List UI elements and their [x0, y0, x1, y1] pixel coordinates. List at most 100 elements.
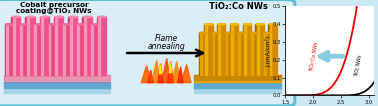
Bar: [244, 24, 246, 75]
Ellipse shape: [270, 24, 277, 25]
Bar: [270, 24, 271, 75]
Bar: [12, 17, 20, 75]
Bar: [55, 17, 57, 75]
Ellipse shape: [230, 24, 239, 25]
Bar: [84, 17, 91, 75]
Polygon shape: [4, 82, 110, 88]
Bar: [98, 17, 100, 75]
Ellipse shape: [26, 16, 35, 18]
Ellipse shape: [62, 24, 70, 25]
Bar: [257, 24, 264, 75]
Bar: [40, 17, 42, 75]
Polygon shape: [141, 66, 151, 83]
Ellipse shape: [34, 24, 42, 25]
Ellipse shape: [91, 24, 99, 25]
Bar: [27, 17, 29, 75]
Ellipse shape: [77, 24, 84, 25]
Bar: [200, 33, 201, 75]
Bar: [218, 24, 225, 75]
Bar: [239, 33, 245, 75]
Ellipse shape: [269, 24, 277, 25]
Ellipse shape: [49, 24, 55, 25]
Bar: [77, 24, 79, 75]
Ellipse shape: [213, 32, 220, 33]
Bar: [97, 17, 99, 75]
Bar: [6, 24, 8, 75]
Bar: [49, 24, 50, 75]
Ellipse shape: [12, 16, 21, 18]
Bar: [68, 17, 71, 75]
Bar: [226, 33, 232, 75]
Polygon shape: [169, 63, 172, 73]
Text: Cobalt precursor: Cobalt precursor: [20, 2, 88, 8]
Ellipse shape: [76, 24, 85, 25]
Bar: [20, 24, 22, 75]
Polygon shape: [161, 58, 170, 83]
Bar: [230, 24, 232, 75]
Bar: [55, 17, 63, 75]
Ellipse shape: [55, 16, 64, 18]
Ellipse shape: [27, 16, 34, 17]
Ellipse shape: [218, 24, 225, 25]
Ellipse shape: [226, 32, 232, 33]
Text: TiO₂ NWs: TiO₂ NWs: [354, 55, 363, 78]
Ellipse shape: [200, 32, 207, 33]
Y-axis label: J (mA/cm²): J (mA/cm²): [265, 35, 271, 66]
Ellipse shape: [225, 32, 233, 33]
Bar: [224, 33, 227, 75]
Bar: [218, 24, 220, 75]
Bar: [84, 17, 86, 75]
Polygon shape: [194, 75, 281, 82]
Ellipse shape: [263, 32, 271, 33]
Ellipse shape: [20, 24, 27, 25]
Text: annealing: annealing: [147, 42, 185, 51]
Bar: [243, 24, 245, 75]
Bar: [251, 33, 258, 75]
Bar: [211, 33, 214, 75]
Ellipse shape: [91, 24, 98, 25]
Ellipse shape: [55, 16, 63, 17]
Bar: [62, 24, 64, 75]
Bar: [256, 24, 258, 75]
Bar: [91, 24, 93, 75]
Ellipse shape: [243, 24, 252, 25]
Bar: [34, 24, 41, 75]
Text: Flame: Flame: [155, 34, 178, 43]
Bar: [34, 24, 36, 75]
Bar: [231, 24, 233, 75]
Polygon shape: [159, 65, 161, 74]
Ellipse shape: [231, 24, 238, 25]
Polygon shape: [4, 75, 110, 80]
Ellipse shape: [6, 24, 12, 25]
Text: coating@TiO₂ NWs: coating@TiO₂ NWs: [17, 8, 92, 15]
Bar: [76, 24, 78, 75]
Bar: [47, 24, 50, 75]
Bar: [268, 24, 271, 75]
Bar: [90, 24, 93, 75]
Ellipse shape: [12, 16, 20, 17]
Text: TiO₂:Co NWs: TiO₂:Co NWs: [209, 2, 268, 11]
Bar: [263, 33, 265, 75]
Ellipse shape: [205, 24, 213, 25]
Bar: [63, 24, 70, 75]
Bar: [91, 24, 98, 75]
Bar: [49, 24, 55, 75]
Polygon shape: [194, 82, 281, 88]
Polygon shape: [194, 88, 281, 93]
Ellipse shape: [264, 32, 271, 33]
Ellipse shape: [5, 24, 13, 25]
Ellipse shape: [212, 32, 220, 33]
Bar: [264, 33, 271, 75]
Ellipse shape: [48, 24, 56, 25]
Polygon shape: [152, 60, 160, 83]
Ellipse shape: [69, 16, 78, 18]
Bar: [6, 24, 12, 75]
Ellipse shape: [244, 24, 251, 25]
Bar: [205, 24, 212, 75]
Bar: [200, 33, 207, 75]
Polygon shape: [4, 75, 110, 82]
Ellipse shape: [40, 16, 50, 18]
Bar: [217, 24, 220, 75]
Bar: [98, 17, 106, 75]
Ellipse shape: [98, 16, 106, 17]
